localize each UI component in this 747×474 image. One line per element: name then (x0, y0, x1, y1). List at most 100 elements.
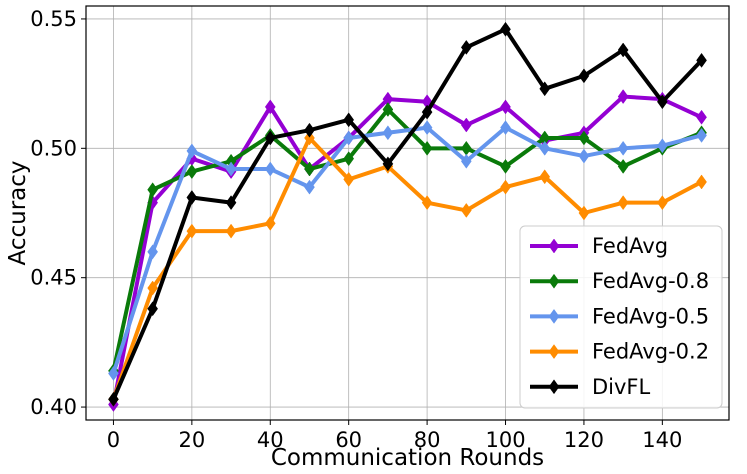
data-point-fedavg-0-2 (617, 195, 629, 211)
plot-frame (85, 5, 730, 421)
data-point-divfl (500, 21, 511, 37)
axis-ticks: 0 20 40 60 80 100 120 140 0.40 0.45 0.50 0.55 (30, 7, 682, 452)
data-point-divfl (304, 122, 315, 138)
legend-box (519, 225, 723, 409)
legend-marker (548, 308, 560, 324)
data-point-divfl (656, 94, 668, 110)
data-point-divfl (186, 190, 198, 205)
data-point-fedavg-0-5 (539, 140, 551, 156)
x-tick-label: 140 (642, 428, 682, 452)
data-point-divfl (225, 195, 237, 211)
data-point-divfl (539, 81, 551, 97)
data-point-fedavg-0-5 (500, 120, 511, 136)
data-point-fedavg-0-5 (147, 244, 159, 260)
legend-label: FedAvg-0.2 (592, 340, 709, 364)
data-point-fedavg-0-8 (500, 158, 511, 174)
data-point-fedavg-0-8 (578, 130, 590, 146)
x-tick-label: 120 (564, 428, 604, 452)
legend-marker (548, 273, 560, 289)
data-point-fedavg-0-2 (460, 202, 472, 218)
x-tick-label: 40 (257, 428, 284, 452)
data-point-fedavg-0-5 (382, 125, 394, 141)
data-point-divfl (264, 130, 276, 146)
series-line-fedavg-0-5 (111, 125, 703, 375)
data-point-divfl (460, 39, 472, 55)
data-point-fedavg-0-5 (343, 130, 355, 146)
data-point-divfl (617, 42, 629, 58)
legend: FedAvg FedAvg-0.8 FedAvg-0.5 FedAvg-0.2 DivF… (519, 225, 723, 409)
data-point-fedavg-0-5 (578, 148, 590, 164)
data-point-fedavg-0-2 (343, 171, 355, 187)
series-fedavg-0-5 (108, 120, 707, 381)
data-point-fedavg-0-2 (147, 280, 159, 296)
data-point-fedavg-0-5 (264, 161, 276, 177)
x-tick-label: 80 (414, 428, 441, 452)
data-point-fedavg-0-5 (696, 127, 707, 143)
legend-item-fedavg: FedAvg (530, 234, 668, 258)
legend-label: FedAvg-0.5 (592, 304, 709, 328)
data-point-fedavg-0-2 (696, 174, 707, 190)
x-tick-label: 100 (485, 428, 525, 452)
series-line-fedavg-0-2 (111, 135, 703, 400)
data-point-fedavg-0-5 (108, 365, 119, 381)
data-point-fedavg (696, 109, 707, 125)
data-point-fedavg-0-8 (617, 158, 629, 174)
data-point-divfl (421, 104, 433, 120)
data-point-divfl (578, 68, 590, 84)
data-point-fedavg-0-8 (147, 182, 159, 198)
data-point-fedavg-0-2 (656, 195, 668, 211)
series-line-divfl (111, 27, 704, 401)
data-point-divfl (108, 391, 119, 407)
data-point-fedavg-0-2 (264, 215, 276, 231)
data-point-fedavg-0-5 (225, 161, 237, 177)
data-point-fedavg-0-5 (460, 153, 472, 169)
legend-label: FedAvg-0.8 (592, 269, 709, 293)
y-tick-label: 0.45 (30, 266, 77, 290)
series-fedavg-0-2 (108, 130, 707, 407)
data-point-fedavg-0-2 (304, 130, 315, 146)
y-axis-title: Accuracy (5, 160, 31, 265)
data-point-fedavg (264, 99, 276, 115)
y-tick-label: 0.55 (30, 7, 77, 31)
data-point-fedavg-0-8 (343, 151, 355, 167)
data-point-divfl (382, 156, 394, 172)
data-point-fedavg-0-5 (304, 179, 315, 195)
data-point-fedavg-0-8 (304, 161, 315, 177)
legend-item-fedavg-0-5: FedAvg-0.5 (530, 304, 709, 328)
legend-item-fedavg-0-2: FedAvg-0.2 (530, 340, 709, 364)
legend-label: DivFL (592, 375, 651, 399)
data-point-fedavg (500, 99, 511, 115)
legend-label: FedAvg (592, 234, 668, 258)
data-point-divfl (147, 301, 159, 317)
y-tick-label: 0.50 (30, 136, 77, 160)
data-point-fedavg-0-2 (500, 179, 511, 195)
data-point-fedavg-0-8 (421, 140, 433, 156)
legend-item-divfl: DivFL (530, 375, 651, 399)
data-point-fedavg-0-8 (382, 102, 394, 117)
legend-marker (548, 344, 560, 360)
x-tick-label: 0 (107, 428, 120, 452)
data-point-fedavg-0-5 (617, 140, 629, 156)
y-tick-label: 0.40 (30, 395, 77, 419)
data-point-fedavg-0-2 (225, 223, 237, 239)
data-point-fedavg-0-8 (460, 140, 472, 156)
legend-marker (548, 379, 560, 395)
data-point-fedavg-0-5 (421, 120, 433, 136)
data-point-fedavg-0-8 (186, 164, 198, 180)
data-point-fedavg-0-2 (186, 223, 198, 239)
data-point-fedavg (460, 117, 472, 133)
x-axis-title: Communication Rounds (271, 445, 544, 471)
x-tick-label: 20 (178, 428, 205, 452)
data-point-divfl (696, 52, 707, 68)
legend-item-fedavg-0-8: FedAvg-0.8 (530, 269, 709, 293)
data-point-fedavg-0-5 (656, 138, 668, 154)
data-point-fedavg-0-2 (421, 195, 433, 211)
data-point-fedavg-0-2 (539, 169, 551, 185)
x-tick-label: 60 (335, 428, 362, 452)
series-group (108, 21, 707, 412)
data-point-fedavg (617, 89, 629, 104)
data-point-fedavg-0-5 (186, 143, 198, 159)
data-point-divfl (343, 112, 355, 128)
legend-marker (548, 238, 560, 254)
